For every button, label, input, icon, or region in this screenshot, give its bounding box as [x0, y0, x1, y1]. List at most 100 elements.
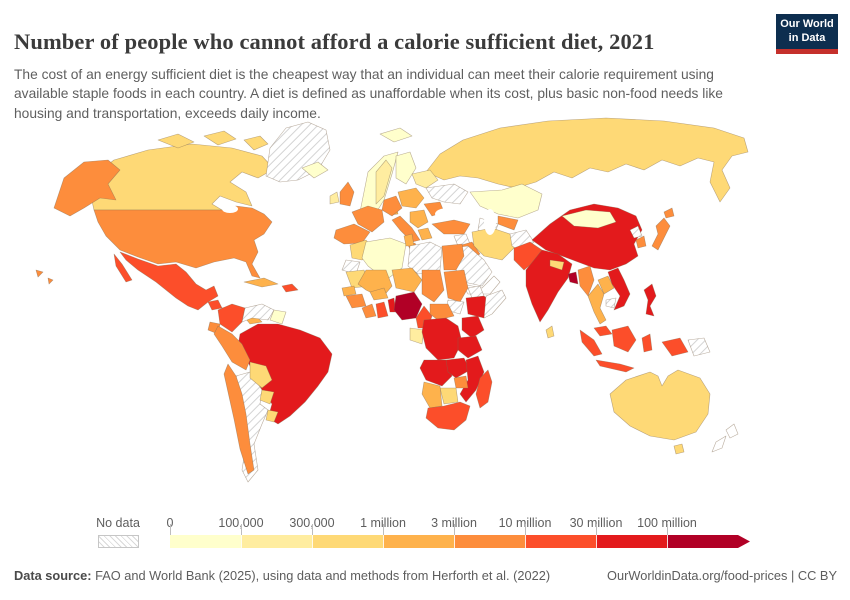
country-sweden[interactable] [375, 159, 393, 205]
country-nepal[interactable] [549, 259, 565, 271]
country-zambia[interactable] [445, 357, 471, 379]
country-ghana[interactable] [375, 301, 389, 319]
country-hispaniola[interactable] [281, 283, 299, 293]
owid-url-link[interactable]: OurWorldinData.org/food-prices | CC BY [607, 568, 837, 583]
country-papua-new-guinea[interactable] [687, 337, 711, 357]
country-peru[interactable] [213, 325, 251, 371]
owid-logo[interactable]: Our World in Data [776, 14, 838, 54]
country-chad[interactable] [421, 269, 445, 303]
country-uk[interactable] [339, 181, 355, 207]
country-borneo[interactable] [611, 325, 637, 353]
country-russia[interactable] [425, 117, 749, 203]
country-france[interactable] [351, 205, 385, 233]
country-australia[interactable] [609, 369, 711, 441]
legend-no-data-label: No data [96, 516, 140, 530]
country-uruguay[interactable] [265, 409, 279, 423]
country-bolivia[interactable] [249, 361, 273, 389]
country-sri-lanka[interactable] [545, 325, 555, 339]
country-sumatra[interactable] [579, 329, 603, 357]
country-new-zealand[interactable] [711, 423, 739, 453]
legend-segment[interactable] [525, 535, 596, 548]
country-canada[interactable] [89, 143, 275, 211]
country-senegal[interactable] [341, 285, 357, 297]
country-kazakhstan[interactable] [469, 183, 543, 219]
legend-segment[interactable] [667, 535, 750, 548]
country-cuba[interactable] [243, 277, 279, 288]
country-north-korea[interactable] [629, 225, 643, 239]
legend-tick-label: 30 million [569, 516, 623, 530]
country-chile[interactable] [223, 363, 255, 475]
country-greece[interactable] [417, 227, 433, 241]
country-guyana-suriname[interactable] [269, 309, 287, 325]
legend-segment[interactable] [241, 535, 312, 548]
legend-segment[interactable] [312, 535, 383, 548]
legend-no-data-swatch[interactable] [98, 535, 139, 548]
country-paraguay[interactable] [259, 389, 275, 405]
country-baja-california[interactable] [113, 253, 133, 283]
country-tanzania[interactable] [457, 335, 483, 359]
legend-segment[interactable] [454, 535, 525, 548]
country-somalia[interactable] [483, 289, 507, 319]
country-italy[interactable] [391, 215, 421, 243]
country-myanmar[interactable] [577, 265, 595, 297]
country-canada-islands[interactable] [157, 133, 195, 149]
legend-tick-label: 300,000 [289, 516, 335, 530]
country-south-africa[interactable] [425, 401, 471, 431]
country-niger[interactable] [391, 267, 423, 293]
country-poland[interactable] [397, 187, 425, 209]
data-source: Data source: FAO and World Bank (2025), … [14, 568, 550, 583]
country-ukraine[interactable] [425, 183, 469, 205]
country-guinea[interactable] [345, 293, 367, 309]
country-mexico[interactable] [119, 251, 219, 311]
country-alaska[interactable] [53, 159, 121, 217]
country-malaysia[interactable] [593, 325, 613, 337]
country-egypt[interactable] [441, 243, 465, 271]
country-japan[interactable] [651, 217, 671, 251]
country-philippines[interactable] [643, 283, 657, 317]
country-bangladesh[interactable] [567, 271, 579, 285]
legend-segment[interactable] [383, 535, 454, 548]
country-mongolia[interactable] [561, 209, 617, 229]
country-zimbabwe[interactable] [453, 375, 469, 389]
country-kenya[interactable] [461, 315, 485, 339]
country-hokkaido[interactable] [663, 207, 675, 219]
country-colombia[interactable] [217, 303, 246, 333]
country-botswana[interactable] [439, 387, 459, 405]
country-sudan[interactable] [443, 269, 469, 303]
country-vietnam[interactable] [607, 267, 631, 311]
country-west-papua[interactable] [661, 337, 689, 357]
country-canada-islands[interactable] [203, 130, 237, 146]
country-venezuela[interactable] [241, 303, 275, 323]
country-tasmania[interactable] [673, 443, 685, 455]
country-guatemala[interactable] [207, 299, 223, 311]
country-iceland[interactable] [301, 161, 329, 179]
country-thailand[interactable] [587, 283, 607, 325]
country-cambodia[interactable] [605, 297, 617, 309]
country-madagascar[interactable] [475, 369, 493, 409]
owid-logo-line1: Our World [780, 17, 834, 30]
country-burkina-faso[interactable] [369, 287, 389, 301]
legend-segment[interactable] [170, 535, 241, 548]
legend: 0 100,000 300,000 1 million 3 million 10 mill… [167, 516, 770, 550]
country-svalbard[interactable] [379, 127, 413, 143]
country-finland[interactable] [395, 151, 417, 185]
country-turkey[interactable] [431, 219, 471, 235]
country-tunisia[interactable] [403, 233, 415, 247]
legend-segment[interactable] [596, 535, 667, 548]
country-laos[interactable] [597, 275, 615, 295]
country-germany[interactable] [381, 195, 403, 217]
country-ireland[interactable] [329, 191, 340, 205]
country-south-korea[interactable] [635, 235, 647, 249]
country-ivory-coast[interactable] [361, 303, 377, 319]
country-canada-islands[interactable] [243, 135, 269, 151]
country-belarus-baltics[interactable] [411, 169, 439, 189]
country-uzbekistan[interactable] [497, 215, 519, 231]
country-hawaii[interactable] [35, 269, 54, 285]
country-java[interactable] [595, 359, 635, 373]
country-balkans[interactable] [409, 209, 429, 229]
country-drc[interactable] [421, 317, 463, 361]
country-sulawesi[interactable] [641, 333, 653, 353]
country-namibia[interactable] [421, 381, 443, 409]
country-usa[interactable] [93, 205, 273, 279]
country-gabon-congo[interactable] [409, 327, 425, 345]
